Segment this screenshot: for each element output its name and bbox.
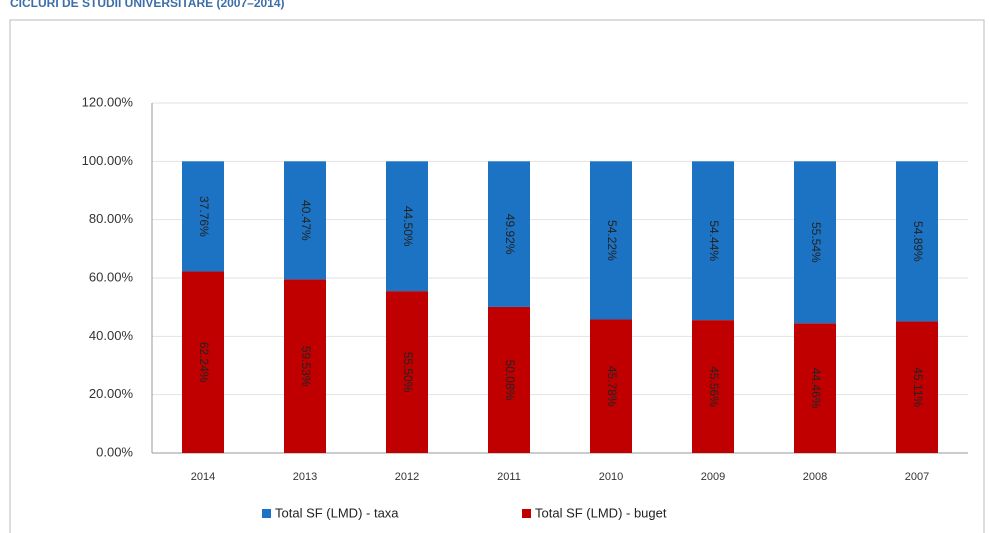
data-label: 44.50% <box>401 206 415 247</box>
legend-label: Total SF (LMD) - taxa <box>275 505 399 520</box>
bar-segment <box>284 161 326 280</box>
x-tick-label: 2007 <box>905 471 929 483</box>
chart-title: CICLURI DE STUDII UNIVERSITARE (2007–201… <box>10 0 285 10</box>
data-label: 45.11% <box>911 367 925 407</box>
bar-segment <box>590 161 632 320</box>
bar-segment <box>692 320 734 453</box>
x-tick-label: 2011 <box>497 471 521 483</box>
data-label: 45.56% <box>707 366 721 407</box>
legend-swatch <box>522 509 531 518</box>
bar-segment <box>794 323 836 453</box>
x-tick-label: 2014 <box>191 471 215 483</box>
x-tick-label: 2012 <box>395 471 419 483</box>
legend-label: Total SF (LMD) - buget <box>535 505 667 520</box>
x-tick-label: 2013 <box>293 471 317 483</box>
bar-segment <box>386 291 428 453</box>
x-tick-label: 2008 <box>803 471 827 483</box>
bar-segment <box>794 161 836 324</box>
y-tick-label: 120.00% <box>82 94 134 109</box>
data-label: 54.89% <box>911 221 925 262</box>
bar-segment <box>692 161 734 321</box>
y-tick-label: 80.00% <box>89 211 134 226</box>
data-label: 45.78% <box>605 366 619 407</box>
bar-segment <box>284 279 326 453</box>
y-tick-label: 20.00% <box>89 386 134 401</box>
data-label: 55.54% <box>809 222 823 263</box>
bar-segment <box>488 306 530 453</box>
bar-segment <box>896 161 938 322</box>
y-tick-label: 40.00% <box>89 328 134 343</box>
y-tick-label: 0.00% <box>96 444 133 459</box>
bar-segment <box>182 271 224 453</box>
x-tick-label: 2010 <box>599 471 623 483</box>
legend-swatch <box>262 509 271 518</box>
data-label: 54.22% <box>605 220 619 261</box>
data-label: 50.08% <box>503 360 517 401</box>
data-label: 62.24% <box>197 342 211 383</box>
bar-segment <box>590 319 632 453</box>
data-label: 55.50% <box>401 352 415 393</box>
y-tick-label: 100.00% <box>82 153 134 168</box>
bar-segment <box>386 161 428 292</box>
data-label: 54.44% <box>707 220 721 261</box>
data-label: 49.92% <box>503 214 517 255</box>
x-tick-label: 2009 <box>701 471 725 483</box>
chart-frame <box>9 19 985 533</box>
bar-segment <box>182 161 224 272</box>
data-label: 44.46% <box>809 368 823 409</box>
y-tick-label: 60.00% <box>89 269 134 284</box>
data-label: 59.53% <box>299 346 313 387</box>
bar-segment <box>488 161 530 307</box>
data-label: 37.76% <box>197 196 211 237</box>
bar-segment <box>896 321 938 453</box>
data-label: 40.47% <box>299 200 313 241</box>
